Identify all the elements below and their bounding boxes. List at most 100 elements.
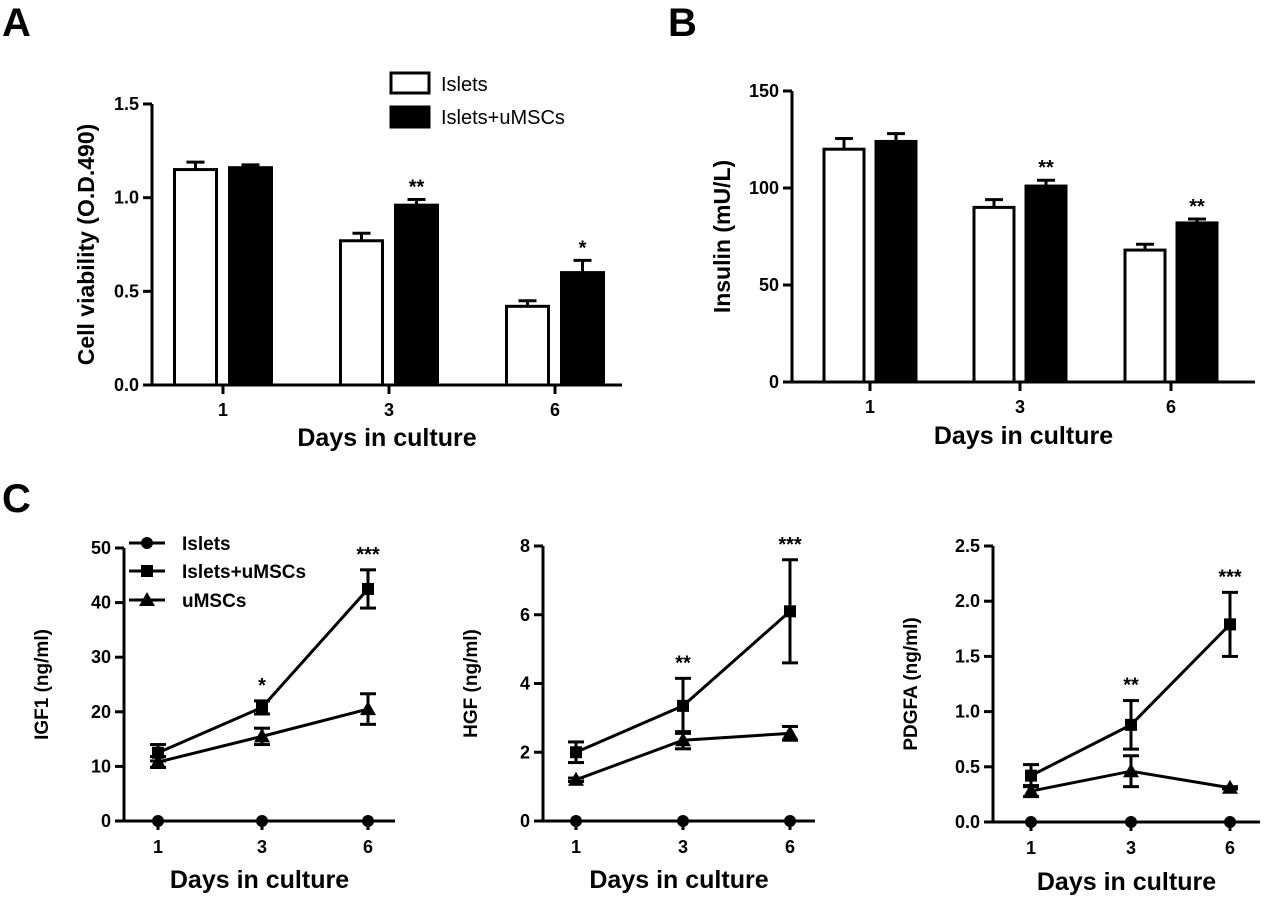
panel-a-significance-label: ** [409, 177, 425, 199]
panel-b-y-tick-label: 100 [749, 178, 779, 198]
panel-a-legend-swatch-islets-umscs [389, 105, 431, 129]
panel-a-y-tick-label: 1.5 [114, 94, 139, 114]
panel-c3-marker-umscs [1222, 779, 1238, 794]
panel-c2-significance-label: *** [778, 534, 802, 556]
panel-c3-marker-islets [1125, 816, 1137, 828]
panel-a-bar-islets-umscs [228, 166, 273, 387]
panel-c3-marker-islets [1224, 816, 1236, 828]
panel-c1-legend-label-islets-umscs: Islets+uMSCs [182, 562, 306, 583]
panel-c1-marker-islets [152, 815, 164, 827]
panel-c3-significance-label: *** [1218, 566, 1242, 588]
panel-c1-significance-label: * [258, 675, 266, 697]
panel-c2-marker-islets [570, 815, 582, 827]
panel-b-bar-islets-umscs [874, 139, 918, 384]
panel-a-bar-islets-umscs [394, 203, 439, 387]
panel-a-x-axis-title: Days in culture [297, 424, 476, 452]
panel-a-bar-islets [339, 239, 384, 387]
panel-b-x-axis-title: Days in culture [934, 422, 1113, 450]
panel-a-bar-islets [173, 168, 218, 387]
panel-c1-marker-umscs [254, 728, 270, 743]
panel-letter-c: C [2, 477, 31, 521]
panel-b-y-tick-label: 50 [759, 275, 779, 295]
panel-c3-marker-islets-umscs [1025, 769, 1037, 782]
panel-b-y-tick-label: 150 [749, 81, 779, 101]
panel-c1-x-axis-title: Days in culture [170, 866, 349, 894]
panel-a-bar-islets [505, 304, 550, 387]
panel-c3-x-axis-title: Days in culture [1037, 868, 1216, 896]
panel-b-bar-islets [1123, 248, 1167, 384]
panel-c1-y-tick-label: 10 [91, 756, 111, 776]
panel-a-x-tick-label: 6 [550, 400, 560, 420]
panel-c2-x-tick-label: 3 [678, 837, 688, 857]
panel-c2-y-tick-label: 6 [520, 605, 530, 625]
panel-b-x-tick-label: 1 [865, 397, 875, 417]
panel-c1-marker-islets [256, 815, 268, 827]
panel-a-y-axis-title: Cell viability (O.D.490) [73, 124, 99, 366]
panel-b-bar-islets [972, 205, 1016, 384]
panel-c3-x-tick-label: 6 [1225, 838, 1235, 858]
panel-a-significance-label: * [579, 237, 587, 259]
panel-c3-marker-umscs [1023, 783, 1039, 798]
panel-b-significance-label: ** [1038, 157, 1054, 179]
panel-c2-marker-umscs [675, 732, 691, 747]
panel-a-legend-label-islets: Islets [441, 74, 488, 96]
panel-a-x-tick-label: 1 [218, 400, 228, 420]
panel-letter-b: B [668, 1, 697, 45]
panel-b-x-tick-label: 6 [1166, 397, 1176, 417]
panel-c3-marker-islets-umscs [1224, 618, 1236, 631]
panel-b-bar-islets [822, 147, 866, 384]
panel-c2-marker-umscs [782, 725, 798, 740]
panel-a-x-tick-label: 3 [384, 400, 394, 420]
panel-c3-y-tick-label: 1.5 [955, 646, 980, 666]
panel-c2-significance-label: ** [675, 652, 691, 674]
panel-c1-marker-umscs [360, 701, 376, 716]
panel-c3-significance-label: ** [1123, 675, 1139, 697]
panel-a-bar-islets-umscs [560, 271, 605, 387]
panel-c1-legend-label-umscs: uMSCs [182, 591, 246, 612]
panel-a-y-tick-label: 0.0 [114, 375, 139, 395]
panel-c1-marker-umscs [150, 754, 166, 769]
panel-c3-marker-umscs [1123, 763, 1139, 778]
panel-c1-legend-label-islets: Islets [182, 534, 231, 555]
panel-c3-y-tick-label: 0.5 [955, 757, 980, 777]
panel-c1-marker-islets-umscs [256, 701, 268, 714]
panel-c2-x-tick-label: 6 [785, 837, 795, 857]
panel-c3-marker-islets [1025, 816, 1037, 828]
panel-c1-y-axis-title: IGF1 (ng/ml) [32, 629, 53, 740]
panel-c3-marker-islets-umscs [1125, 718, 1137, 731]
panel-c1-legend-marker-umscs [139, 592, 155, 606]
panel-c3-x-tick-label: 1 [1026, 838, 1036, 858]
panel-c3-y-tick-label: 0.0 [955, 812, 980, 832]
panel-c1-y-tick-label: 50 [91, 538, 111, 558]
panel-a-y-tick-label: 1.0 [114, 188, 139, 208]
panel-c1-y-tick-label: 40 [91, 593, 111, 613]
panel-c1-y-tick-label: 30 [91, 647, 111, 667]
panel-b-significance-label: ** [1189, 196, 1205, 218]
panel-c2-marker-islets [677, 815, 689, 827]
panel-b-y-tick-label: 0 [769, 372, 779, 392]
panel-c2-marker-islets-umscs [677, 699, 689, 712]
panel-c2-marker-islets-umscs [570, 746, 582, 759]
panel-c2-y-tick-label: 8 [520, 536, 530, 556]
panel-c2-marker-islets-umscs [784, 605, 796, 618]
panel-c3-y-tick-label: 2.0 [955, 591, 980, 611]
panel-c1-marker-islets [362, 815, 374, 827]
panel-c1-y-tick-label: 0 [101, 811, 111, 831]
panel-c1-y-tick-label: 20 [91, 702, 111, 722]
panel-a-y-tick-label: 0.5 [114, 281, 139, 301]
panel-c1-x-tick-label: 1 [153, 837, 163, 857]
panel-c3-x-tick-label: 3 [1126, 838, 1136, 858]
panel-c2-y-axis-title: HGF (ng/ml) [461, 629, 482, 738]
panel-b-y-axis-title: Insulin (mU/L) [709, 160, 735, 313]
panel-c2-marker-umscs [568, 771, 584, 786]
panel-c2-y-tick-label: 4 [520, 674, 530, 694]
panel-c1-legend-marker-islets-umscs [141, 565, 153, 577]
panel-c1-x-tick-label: 6 [363, 837, 373, 857]
panel-c3-y-axis-title: PDGFA (ng/ml) [901, 617, 922, 750]
panel-c3-y-tick-label: 2.5 [955, 536, 980, 556]
panel-b-bar-islets-umscs [1175, 221, 1219, 384]
panel-c2-marker-islets [784, 815, 796, 827]
panel-c2-x-tick-label: 1 [571, 837, 581, 857]
panel-b-bar-islets-umscs [1024, 184, 1068, 384]
